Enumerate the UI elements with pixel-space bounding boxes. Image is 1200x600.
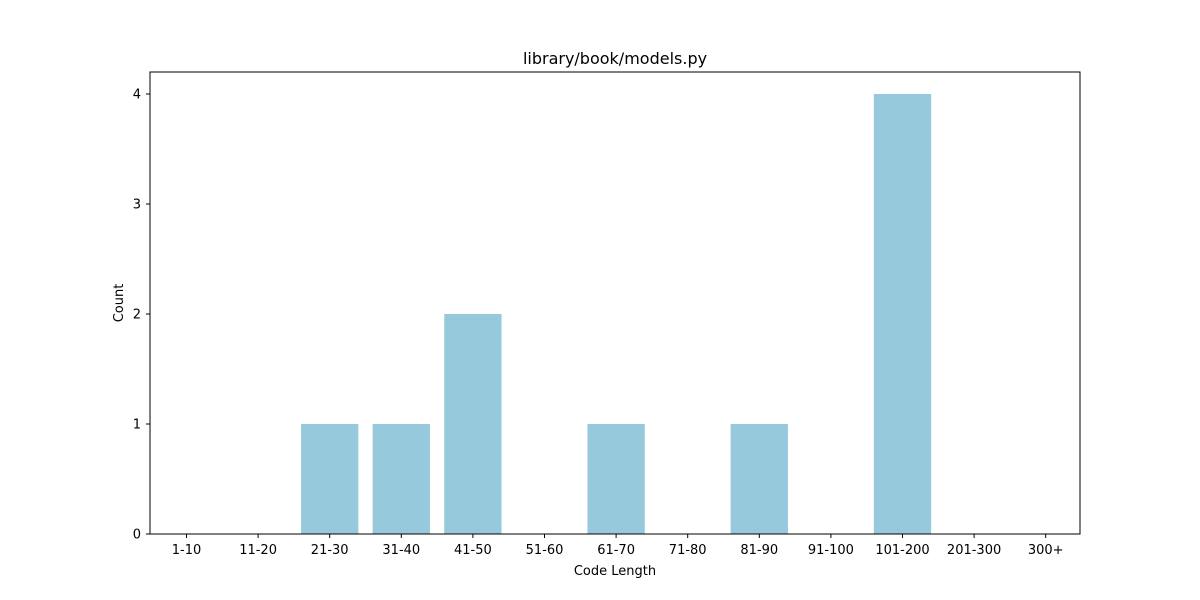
- x-tick-label: 51-60: [526, 543, 564, 558]
- y-axis-label: Count: [112, 284, 127, 323]
- x-axis: 1-10 11-20 21-30 31-40 41-50 51-60 61-70 71-80 8…: [172, 534, 1064, 558]
- bar-81-90: [730, 424, 788, 534]
- x-tick-label: 101-200: [875, 543, 929, 558]
- x-tick-label: 31-40: [382, 543, 420, 558]
- y-tick-label: 0: [133, 528, 141, 543]
- plot-frame: [149, 71, 1081, 535]
- bar-101-200: [873, 94, 932, 534]
- bar-31-40: [372, 424, 430, 534]
- bar-21-30: [301, 424, 359, 534]
- bar-41-50: [444, 314, 502, 534]
- x-tick-label: 91-100: [808, 543, 854, 558]
- bar-61-70: [587, 424, 645, 534]
- y-tick-label: 1: [133, 418, 141, 433]
- x-tick-label: 81-90: [740, 543, 778, 558]
- bars-group: [301, 94, 932, 534]
- x-tick-label: 41-50: [454, 543, 492, 558]
- x-tick-label: 201-300: [947, 543, 1001, 558]
- y-tick-label: 3: [133, 198, 141, 213]
- x-tick-label: 71-80: [669, 543, 707, 558]
- y-tick-label: 2: [133, 308, 141, 323]
- x-tick-label: 300+: [1028, 543, 1064, 558]
- y-tick-label: 4: [133, 88, 141, 103]
- x-tick-label: 11-20: [239, 543, 277, 558]
- chart-title: library/book/models.py: [523, 49, 707, 68]
- x-tick-label: 61-70: [597, 543, 635, 558]
- x-tick-label: 1-10: [172, 543, 202, 558]
- x-axis-label: Code Length: [574, 564, 656, 579]
- y-axis: 0 1 2 3 4: [133, 88, 150, 543]
- x-tick-label: 21-30: [311, 543, 349, 558]
